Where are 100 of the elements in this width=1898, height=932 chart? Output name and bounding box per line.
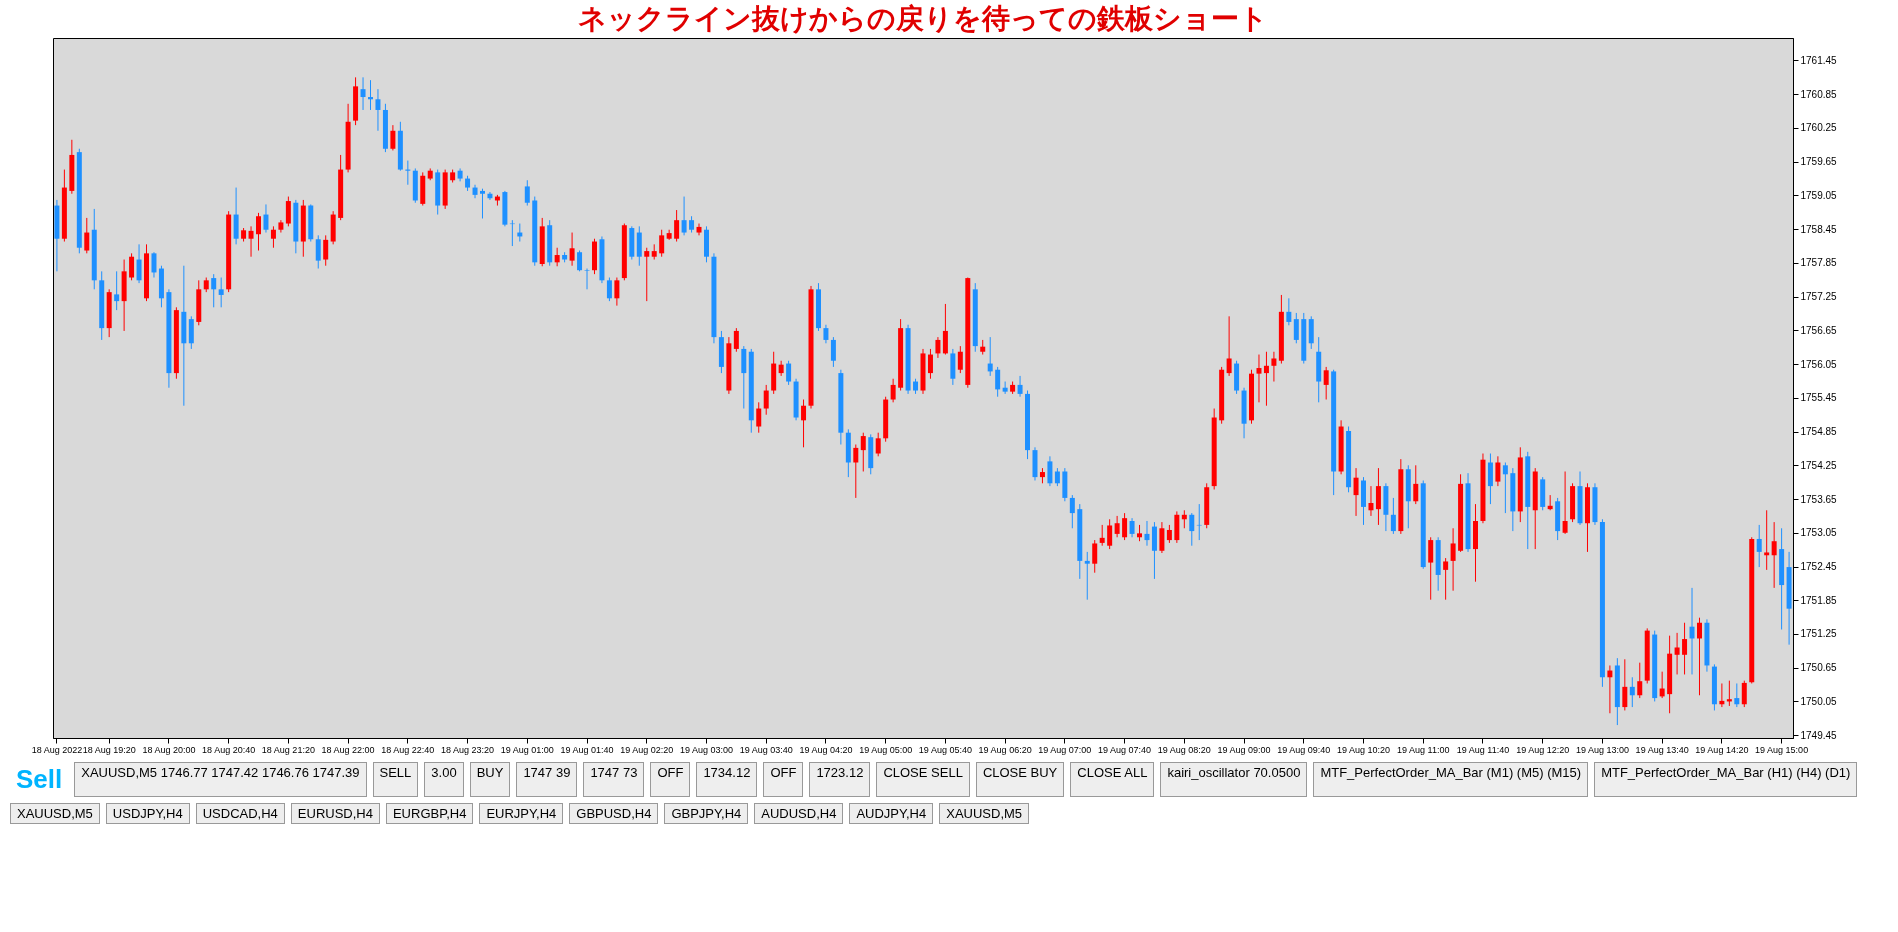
y-tick-label: 1756.05 bbox=[1800, 358, 1838, 370]
candlestick bbox=[1144, 520, 1150, 547]
x-tick-label: 18 Aug 20:00 bbox=[142, 744, 196, 755]
candlestick bbox=[644, 247, 650, 302]
candlestick bbox=[1659, 671, 1665, 699]
x-tick-label: 19 Aug 05:40 bbox=[918, 744, 972, 755]
candlestick bbox=[1674, 632, 1680, 675]
y-tick-label: 1754.85 bbox=[1800, 426, 1838, 438]
text: OFF bbox=[650, 762, 691, 797]
candlestick bbox=[1764, 509, 1770, 571]
x-tick-label: 19 Aug 04:20 bbox=[799, 744, 853, 755]
candlestick bbox=[1047, 455, 1053, 487]
candlestick bbox=[756, 401, 762, 434]
y-tick-label: 1751.25 bbox=[1800, 628, 1838, 640]
candlestick bbox=[1092, 539, 1098, 574]
x-tick-label: 18 Aug 22:00 bbox=[321, 744, 375, 755]
text: 1747 73 bbox=[583, 762, 645, 797]
text: AUDJPY,H4 bbox=[849, 803, 934, 824]
candlestick bbox=[987, 336, 993, 377]
x-tick-label: 19 Aug 07:40 bbox=[1098, 744, 1152, 755]
x-tick-label: 18 Aug 20:40 bbox=[202, 744, 256, 755]
candlestick bbox=[763, 384, 769, 416]
candlestick bbox=[823, 324, 829, 344]
text: XAUUSD,M5 bbox=[10, 803, 100, 824]
candlestick bbox=[1368, 485, 1374, 517]
text: GBPUSD,H4 bbox=[569, 803, 659, 824]
chart-title: ネックライン抜けからの戻りを待っての鉄板ショート bbox=[578, 2, 1268, 35]
text: EURUSD,H4 bbox=[290, 803, 380, 824]
text: CLOSE BUY bbox=[975, 762, 1065, 797]
text: 1734.12 bbox=[696, 762, 758, 797]
y-tick-label: 1754.25 bbox=[1800, 459, 1838, 471]
candlestick bbox=[1622, 658, 1628, 711]
x-tick-label: 19 Aug 06:20 bbox=[978, 744, 1032, 755]
text: Sell bbox=[15, 763, 64, 796]
candlestick bbox=[674, 209, 680, 243]
candlestick bbox=[270, 225, 276, 249]
candlestick bbox=[614, 277, 620, 307]
y-tick-label: 1755.45 bbox=[1800, 392, 1838, 404]
y-tick-label: 1758.45 bbox=[1800, 223, 1838, 235]
candlestick bbox=[1002, 381, 1008, 395]
candlestick bbox=[853, 444, 859, 499]
candlestick bbox=[1413, 464, 1419, 505]
candlestick bbox=[136, 243, 142, 284]
y-tick-label: 1752.45 bbox=[1800, 561, 1838, 573]
x-tick-label: 19 Aug 09:40 bbox=[1277, 744, 1331, 755]
text: MTF_PerfectOrder_MA_Bar (H1) (H4) (D1) bbox=[1594, 762, 1858, 797]
y-tick-label: 1750.65 bbox=[1800, 662, 1838, 674]
candlestick bbox=[1428, 536, 1434, 601]
text: USDJPY,H4 bbox=[105, 803, 190, 824]
candlestick bbox=[1263, 351, 1269, 407]
candlestick bbox=[875, 432, 881, 457]
x-tick-label: 19 Aug 10:20 bbox=[1336, 744, 1391, 755]
y-tick-label: 1749.45 bbox=[1800, 729, 1838, 741]
candlestick bbox=[524, 179, 530, 207]
candlestick bbox=[801, 399, 807, 448]
candlestick bbox=[733, 327, 739, 353]
candlestick bbox=[786, 360, 792, 386]
y-tick-label: 1757.85 bbox=[1800, 257, 1838, 269]
x-tick-label: 18 Aug 22:40 bbox=[381, 744, 435, 755]
candlestick bbox=[1689, 587, 1695, 675]
y-tick-label: 1753.05 bbox=[1800, 527, 1838, 539]
candlestick bbox=[1390, 497, 1396, 535]
candlestick bbox=[1256, 354, 1262, 403]
candlestick bbox=[375, 88, 381, 132]
candlestick bbox=[1487, 453, 1493, 505]
text: EURJPY,H4 bbox=[479, 803, 564, 824]
candlestick bbox=[390, 124, 396, 151]
x-tick-label: 19 Aug 12:20 bbox=[1516, 744, 1570, 755]
candlestick bbox=[1637, 662, 1643, 699]
y-tick-label: 1760.25 bbox=[1800, 122, 1838, 134]
candlestick bbox=[218, 277, 224, 308]
text: 3.00 bbox=[424, 762, 464, 797]
y-tick-label: 1759.65 bbox=[1800, 156, 1838, 168]
x-tick-label: 19 Aug 13:00 bbox=[1575, 744, 1629, 755]
x-tick-label: 19 Aug 11:40 bbox=[1456, 744, 1510, 755]
x-tick-label: 19 Aug 15:00 bbox=[1755, 744, 1809, 755]
candlestick bbox=[1741, 680, 1747, 708]
candlestick bbox=[606, 277, 612, 302]
x-tick-label: 19 Aug 03:40 bbox=[739, 744, 793, 755]
candlestick bbox=[577, 250, 583, 272]
candlestick bbox=[1495, 455, 1501, 487]
y-tick-label: 1761.45 bbox=[1800, 54, 1838, 66]
candlestick bbox=[479, 188, 485, 219]
candlestick bbox=[285, 196, 291, 227]
x-tick-label: 19 Aug 01:40 bbox=[560, 744, 614, 755]
candlestick bbox=[1099, 524, 1105, 547]
x-tick-label: 19 Aug 09:00 bbox=[1217, 744, 1271, 755]
text: MTF_PerfectOrder_MA_Bar (M1) (M5) (M15) bbox=[1313, 762, 1589, 797]
x-tick-label: 19 Aug 01:00 bbox=[500, 744, 554, 755]
candlestick bbox=[860, 432, 866, 472]
candlestick bbox=[1682, 622, 1688, 675]
candlestick bbox=[1562, 470, 1568, 535]
text: kairi_oscillator 70.0500 bbox=[1160, 762, 1308, 797]
candlestick bbox=[1734, 682, 1740, 708]
candlestick bbox=[830, 336, 836, 368]
candlestick bbox=[890, 378, 896, 403]
x-tick-label: 18 Aug 19:20 bbox=[82, 744, 136, 755]
candlestick bbox=[1159, 521, 1165, 554]
candlestick bbox=[487, 191, 493, 201]
x-tick-label: 19 Aug 02:20 bbox=[620, 744, 674, 755]
